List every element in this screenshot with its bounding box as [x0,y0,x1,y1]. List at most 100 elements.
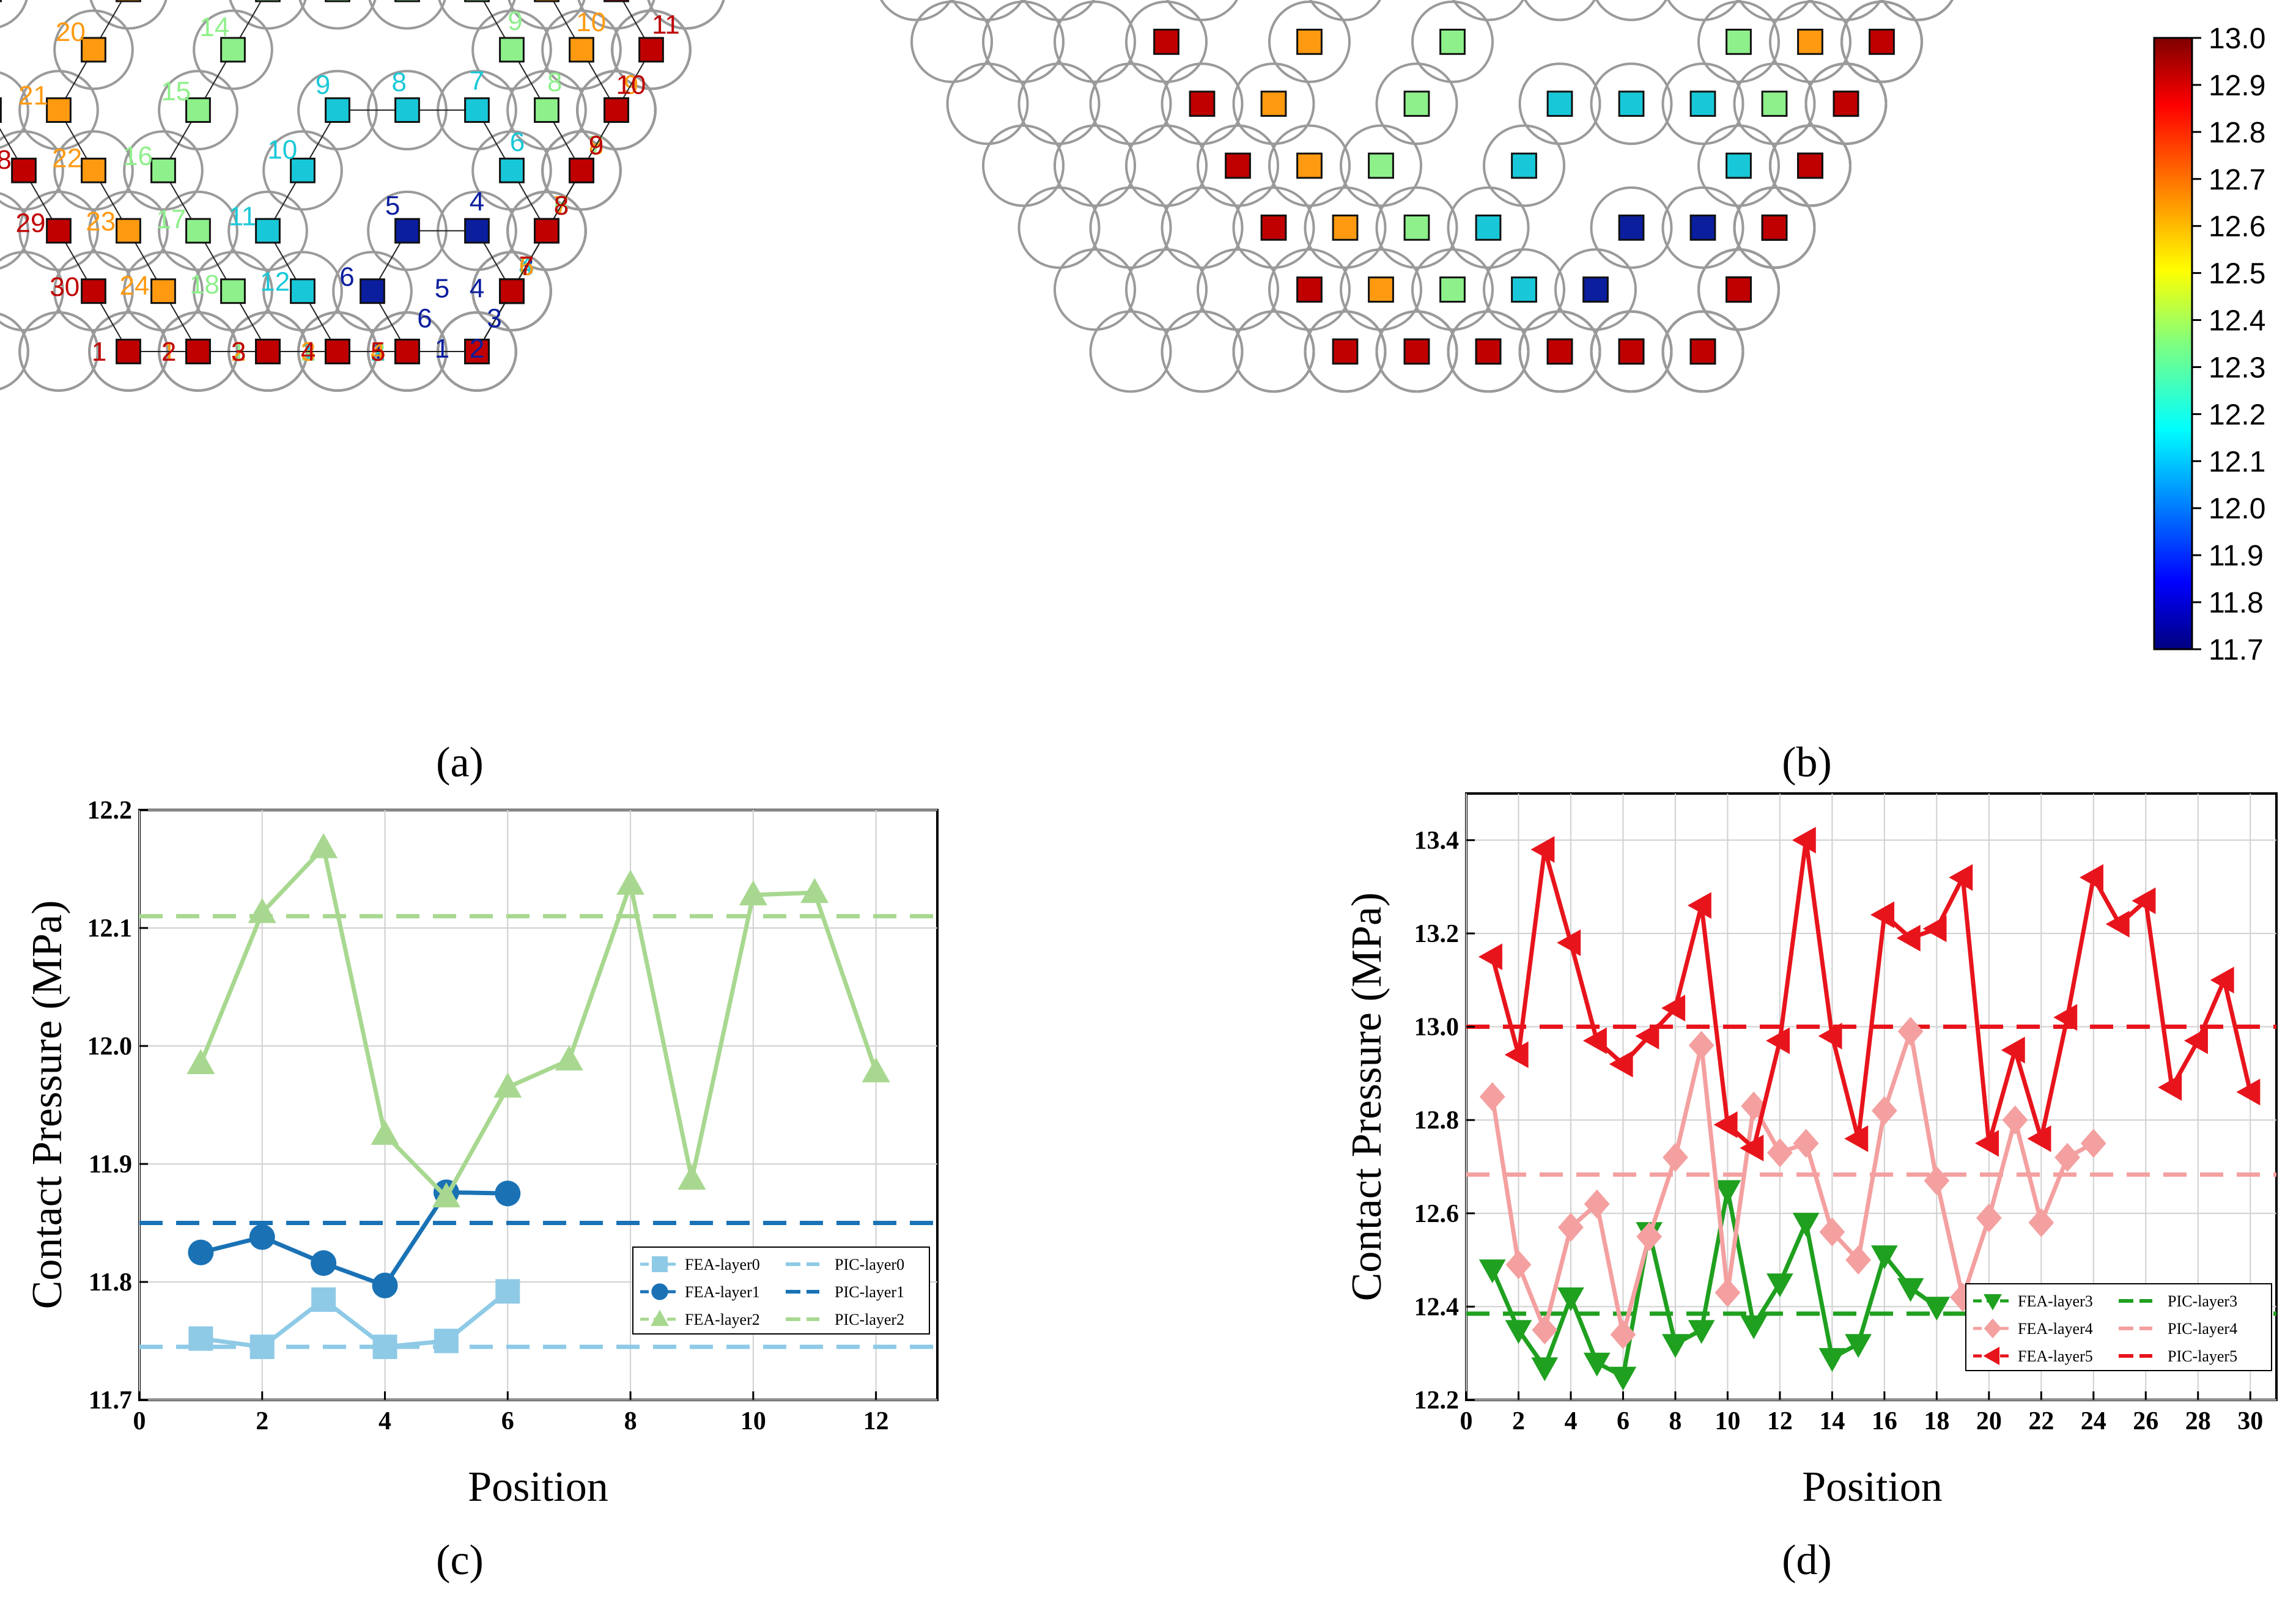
ring-5-label: 1 [92,337,106,367]
c-ytick-label: 11.9 [89,1151,132,1179]
d-fea-layer4-point [1845,1245,1872,1275]
d-fea-layer5-point [1792,827,1816,854]
ring-3-marker [185,97,211,123]
d-fea-layer4-point [1819,1217,1845,1247]
ring-3-label: 18 [190,270,220,300]
ring-3-marker [1761,90,1788,117]
ring-2-marker [394,97,420,123]
ring-5-marker [1332,338,1359,365]
ring-5-label: 2 [161,337,176,367]
pellet-circle [0,0,28,28]
d-xtick-label: 26 [2133,1407,2158,1435]
ring-4-label: 20 [56,17,86,47]
pellet-circle [951,0,1024,21]
c-legend-ref-label: PIC-layer2 [835,1311,904,1328]
d-fea-layer3-point [1818,1348,1846,1372]
c-fea-layer2-point [862,1057,890,1083]
pellet-circle [18,190,99,271]
ring-2-label: 10 [267,134,297,164]
pellet-circle [1232,62,1315,145]
d-fea-layer5-point [2236,1078,2261,1106]
ring-4-label: 22 [52,143,82,173]
pellet-circle [1268,248,1351,331]
colorbar-tick-label: 12.4 [2209,305,2265,337]
panel-label-b: (b) [1782,739,1832,786]
d-xtick-label: 8 [1669,1407,1681,1435]
ring-2-marker [1511,276,1537,303]
colorbar-tick-label: 12.2 [2209,399,2265,431]
ring-5-marker [1189,90,1216,117]
d-fea-layer5-point [1949,864,1973,891]
pellet-circle [158,190,238,271]
pellet-circle [123,130,204,211]
pellet-circle [1411,0,1494,83]
ring-5-marker [534,218,559,244]
pellet-circle [262,130,343,211]
ring-2-marker [290,278,316,304]
pellet-circle [1089,62,1172,145]
d-fea-layer3-point [1923,1297,1951,1321]
ring-5-marker [638,37,664,63]
pellet-circle [1232,186,1315,269]
pellet-circle [1375,310,1458,393]
pellet-circle [1124,248,1208,331]
c-fea-layer2-point [677,1165,706,1190]
chart-d-legend: FEA-layer3 FEA-layer4 FEA-layer5 PIC-layer3… [1965,1283,2272,1371]
ring-1-marker [1689,214,1716,241]
d-ytick-label: 13.2 [1414,920,1460,948]
d-fea-layer3-point [1531,1357,1559,1382]
ring-5-label: 9 [589,130,604,160]
d-fea-layer3-point [1505,1320,1532,1344]
ring-5-label: 5 [371,337,385,367]
ring-4-marker [1332,214,1359,241]
ring-5-marker [11,157,37,183]
c-fea-layer0-point [311,1287,336,1312]
pellet-circle [1023,0,1095,21]
d-ytick-label: 12.4 [1414,1293,1460,1321]
colorbar: 13.0 12.9 12.8 12.7 12.6 12.5 12.4 12.3 12.2 12.1… [2153,23,2265,666]
colorbar-gradient [2153,37,2193,650]
c-legend-label: FEA-layer1 [685,1283,760,1301]
d-fea-layer5-point [1922,915,1947,943]
d-fea-layer5-point [1975,1130,1999,1157]
ring-5-label: 30 [50,272,79,302]
d-fea-layer3-point [1583,1352,1611,1377]
d-fea-layer5-point [2080,864,2103,891]
d-xtick-label: 20 [1976,1407,2002,1435]
c-ytick-label: 11.8 [89,1268,132,1297]
d-legend-ref-label: PIC-layer4 [2168,1320,2237,1338]
pellet-circle [1053,0,1137,83]
c-fea-layer0-point [495,1279,520,1304]
pellet-circle [981,0,1065,83]
c-fea-layer2-point [555,1045,583,1071]
d-fea-layer3-point [1478,1259,1506,1284]
c-fea-layer2-point [371,1119,399,1145]
ring-3-marker [325,0,350,2]
chart-d-xlabel: Position [1802,1464,1943,1511]
pellet-circle [1482,248,1566,331]
ring-4-marker [81,157,106,183]
pellet-circle [1161,186,1244,269]
ring-5-label: 4 [301,337,316,367]
colorbar-tick-label: 11.7 [2209,634,2264,666]
d-fea-layer3-point [1714,1180,1741,1204]
d-fea-layer4-point [1636,1222,1663,1251]
pellet-circle [1733,62,1816,145]
d-legend-label: FEA-layer3 [2018,1292,2093,1310]
d-fea-layer5-point [1582,1027,1607,1055]
colorbar-tick-label: 12.1 [2209,446,2265,478]
d-fea-layer4-point [1767,1138,1793,1168]
pellet-circle [1697,248,1781,331]
ring-1-marker [394,218,420,244]
pellet-circle [1840,0,1924,83]
ring-3-label: 8 [547,67,562,97]
d-fea-layer5-point [1818,1022,1842,1050]
c-legend-ref-label: PIC-layer1 [835,1283,904,1301]
pellet-circle [647,0,725,30]
pellet-circle [1810,0,1882,21]
colorbar-ticks: 13.0 12.9 12.8 12.7 12.6 12.5 12.4 12.3 12.2 12.1… [2192,23,2265,666]
panel-label-c: (c) [436,1537,484,1584]
ring-3-marker [499,37,525,63]
c-legend-label: FEA-layer0 [685,1256,760,1273]
